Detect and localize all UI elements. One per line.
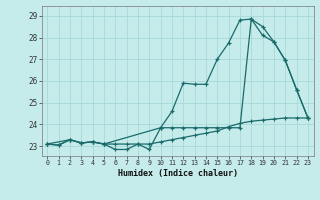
X-axis label: Humidex (Indice chaleur): Humidex (Indice chaleur) xyxy=(118,169,237,178)
